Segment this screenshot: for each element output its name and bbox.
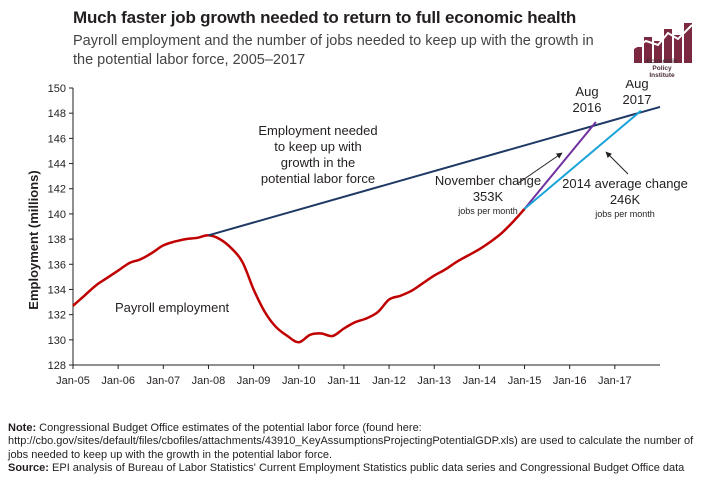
series-line-november-change <box>523 121 597 210</box>
logo-bar <box>674 35 682 63</box>
source: Source: EPI analysis of Bureau of Labor … <box>8 462 704 475</box>
annotation-arrows <box>516 151 629 185</box>
annotation-needed-line-3: growth in the <box>281 155 355 170</box>
source-label: Source: <box>8 461 49 474</box>
annotation-aug-2017-line-2: 2017 <box>623 92 652 107</box>
epi-logo-icon <box>631 23 693 63</box>
x-tick-label: Jan-15 <box>508 375 542 387</box>
y-tick-label: 128 <box>48 360 66 372</box>
x-tick-label: Jan-13 <box>417 375 451 387</box>
y-tick-label: 144 <box>48 159 66 171</box>
logo-line-2: Policy <box>652 65 672 72</box>
line-chart: 128 130 132 134 136 138 140 142 144 146 148 150 Jan… <box>26 80 688 387</box>
y-tick-label: 146 <box>48 133 66 145</box>
y-tick-label: 136 <box>48 259 66 271</box>
annotation-payroll: Payroll employment <box>115 300 230 315</box>
y-tick-label: 138 <box>48 234 66 246</box>
annotation-needed-line-4: potential labor force <box>261 171 375 186</box>
series-line-payroll-employment <box>72 208 526 344</box>
logo-line-1: Economic <box>646 58 678 65</box>
x-tick-label: Jan-10 <box>282 375 316 387</box>
x-tick-label: Jan-16 <box>553 375 587 387</box>
arrow-average <box>605 151 629 175</box>
x-tick-label: Jan-05 <box>56 375 90 387</box>
y-tick-label: 140 <box>48 209 66 221</box>
series-line-2014-average-change <box>523 109 642 210</box>
x-tick-label: Jan-06 <box>101 375 135 387</box>
series-line-employment-needed <box>208 105 661 237</box>
annotation-november-line-1: November change <box>435 173 541 188</box>
chart-subtitle: Payroll employment and the number of job… <box>73 33 594 68</box>
x-tick-label: Jan-12 <box>372 375 406 387</box>
logo-bar <box>654 41 662 63</box>
x-tick-label: Jan-11 <box>328 375 361 387</box>
x-tick-label: Jan-09 <box>237 375 271 387</box>
y-tick-label: 148 <box>48 108 66 120</box>
annotation-november-line-2: 353K <box>473 189 504 204</box>
annotation-average-line-3: jobs per month <box>594 209 655 219</box>
x-tick-label: Jan-07 <box>146 375 180 387</box>
logo-bar <box>634 47 642 63</box>
logo-trend-line <box>631 24 693 50</box>
arrow-november <box>516 152 563 185</box>
annotation-average-line-2: 246K <box>610 192 641 207</box>
annotation-needed-line-1: Employment needed <box>258 123 377 138</box>
logo-line-3: Institute <box>649 72 675 79</box>
note-label: Note: <box>8 422 37 434</box>
annotation-november-line-3: jobs per month <box>457 206 518 216</box>
y-tick-label: 130 <box>48 335 66 347</box>
y-axis-label: Employment (millions) <box>26 170 41 309</box>
y-tick-label: 142 <box>48 184 66 196</box>
note-text: Congressional Budget Office estimates of… <box>8 422 694 461</box>
y-tick-label: 150 <box>48 83 66 95</box>
y-tick-label: 132 <box>48 310 66 322</box>
logo-text: Economic Policy Institute <box>632 58 692 79</box>
y-tick-label: 134 <box>48 284 66 296</box>
x-tick-label: Jan-14 <box>463 375 497 387</box>
x-tick-label: Jan-17 <box>598 375 632 387</box>
source-text: EPI analysis of Bureau of Labor Statisti… <box>48 461 685 474</box>
annotation-aug-2016-line-1: Aug <box>575 84 598 99</box>
annotation-needed-line-2: to keep up with <box>274 139 361 154</box>
logo-bar <box>684 23 692 63</box>
logo-bar <box>664 29 672 63</box>
annotation-aug-2016-line-2: 2016 <box>573 100 602 115</box>
note: Note: Congressional Budget Office estima… <box>8 422 704 462</box>
logo-bar <box>644 37 652 63</box>
annotation-aug-2017-line-1: Aug <box>625 80 648 91</box>
notes-block: Note: Congressional Budget Office estima… <box>8 422 704 475</box>
chart-title: Much faster job growth needed to return … <box>73 8 577 27</box>
x-tick-label: Jan-08 <box>192 375 226 387</box>
annotation-average-line-1: 2014 average change <box>562 176 688 191</box>
